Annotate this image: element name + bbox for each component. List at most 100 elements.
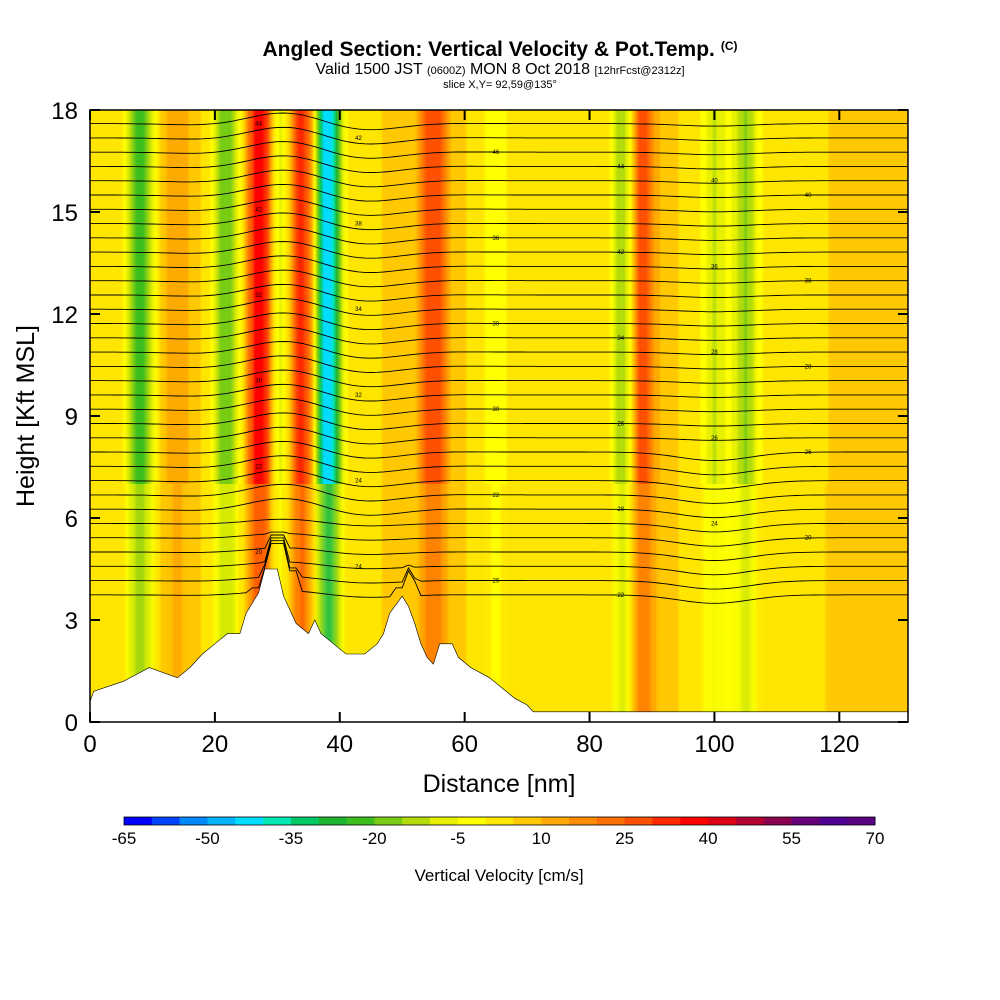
isentrope-line xyxy=(90,440,908,461)
y-tick-label: 3 xyxy=(65,608,78,635)
isentrope-label: 46 xyxy=(493,150,500,156)
y-tick-label: 12 xyxy=(51,302,78,329)
isentrope-label: 34 xyxy=(355,307,362,313)
isentrope-label: 28 xyxy=(711,350,718,356)
x-tick-label: 80 xyxy=(576,731,603,758)
isentrope-label: 26 xyxy=(493,579,500,585)
isentrope-line xyxy=(90,469,908,490)
colorbar-tick-label: 55 xyxy=(782,829,801,848)
colorbar-tick-label: 40 xyxy=(699,829,718,848)
isentrope-label: 38 xyxy=(805,279,812,285)
y-tick-label: 18 xyxy=(51,98,78,125)
isentrope-line xyxy=(90,518,908,533)
plot-area: 44 42 46 44 40 40 42 38 36 42 36 38 32 34 30 34 28 28 30 32… xyxy=(90,110,908,722)
colorbar-swatch xyxy=(151,817,181,825)
isentrope-line xyxy=(90,341,908,359)
colorbar-swatch xyxy=(290,817,320,825)
colorbar-swatch xyxy=(346,817,375,825)
colorbar-tick-label: -50 xyxy=(195,829,220,848)
isentrope-line xyxy=(90,383,908,402)
colorbar-swatch xyxy=(791,817,820,825)
isentrope-label: 42 xyxy=(355,136,362,142)
isentrope-label: 24 xyxy=(711,521,718,527)
colorbar-swatch xyxy=(429,817,459,825)
isentrope-label: 44 xyxy=(255,122,262,128)
isentrope-label: 24 xyxy=(355,564,362,570)
x-tick-label: 120 xyxy=(819,731,859,758)
colorbar-swatch xyxy=(596,817,626,825)
isentrope-line xyxy=(90,312,908,331)
isentrope-line xyxy=(90,355,908,373)
isentrope-line xyxy=(90,226,908,245)
isentrope-line xyxy=(90,534,908,561)
isentrope-line xyxy=(90,283,908,302)
colorbar-tick-label: 25 xyxy=(615,829,634,848)
colorbar-swatch xyxy=(541,817,570,825)
y-tick-label: 6 xyxy=(65,506,78,533)
colorbar-swatch xyxy=(263,817,292,825)
isentrope-label: 26 xyxy=(805,450,812,456)
isentrope-label: 40 xyxy=(711,179,718,185)
colorbar-swatch xyxy=(374,817,403,825)
x-tick-label: 20 xyxy=(202,731,229,758)
isentrope-line xyxy=(90,369,908,388)
isentrope-line xyxy=(90,255,908,273)
colorbar-frame xyxy=(123,816,876,826)
isentrope-label: 26 xyxy=(617,421,624,427)
colorbar-swatch xyxy=(485,817,514,825)
isentrope-line xyxy=(90,298,908,316)
colorbar-tick-label: -35 xyxy=(279,829,304,848)
isentrope-line xyxy=(90,326,908,345)
colorbar-swatch xyxy=(708,817,737,825)
isentrope-line xyxy=(90,537,908,576)
isentrope-label: 22 xyxy=(617,593,624,599)
terrain xyxy=(90,568,908,722)
isentrope-line xyxy=(90,426,908,445)
colorbar-label: Vertical Velocity [cm/s] xyxy=(414,866,583,885)
isentrope-label: 42 xyxy=(255,207,262,213)
isentrope-label: 44 xyxy=(617,164,624,170)
isentrope-line xyxy=(90,112,908,131)
colorbar-swatch xyxy=(680,817,709,825)
isentrope-label: 32 xyxy=(355,393,362,399)
isentrope-label: 40 xyxy=(805,193,812,199)
isentrope-line xyxy=(90,169,908,188)
x-tick-label: 100 xyxy=(694,731,734,758)
isentrope-label: 36 xyxy=(493,236,500,242)
x-tick-label: 60 xyxy=(451,731,478,758)
isentrope-line xyxy=(90,198,908,216)
colorbar-swatch xyxy=(735,817,765,825)
y-axis-label: Height [Kft MSL] xyxy=(12,325,40,507)
colorbar-swatch xyxy=(124,817,153,825)
isentrope-line xyxy=(90,412,908,431)
isentrope-line xyxy=(90,498,908,519)
colorbar-swatch xyxy=(318,817,348,825)
colorbar-tick-label: 10 xyxy=(532,829,551,848)
isentrope-line xyxy=(90,483,908,504)
colorbar-tick-label: -20 xyxy=(362,829,387,848)
isentrope-line xyxy=(90,241,908,259)
isentrope-label: 22 xyxy=(255,464,262,470)
colorbar: -65 -50 -35 -20 -5 10 25 40 55 70 xyxy=(112,816,885,848)
isentrope-line xyxy=(90,455,908,476)
isentrope-label: 28 xyxy=(805,364,812,370)
colorbar-swatch xyxy=(235,817,264,825)
colorbar-swatch xyxy=(819,817,848,825)
y-tick-label: 0 xyxy=(65,710,78,737)
x-tick-label: 0 xyxy=(83,731,96,758)
slice-info: slice X,Y= 92,59@135° xyxy=(443,79,557,91)
colorbar-swatch xyxy=(402,817,431,825)
x-tick-label: 40 xyxy=(326,731,353,758)
colorbar-tick-label: 70 xyxy=(866,829,885,848)
isentrope-label: 42 xyxy=(617,250,624,256)
isentrope-label: 20 xyxy=(805,536,812,542)
isentrope-label: 26 xyxy=(711,436,718,442)
isentrope-label: 20 xyxy=(255,550,262,556)
y-tick-label: 9 xyxy=(65,404,78,431)
chart-title: Angled Section: Vertical Velocity & Pot.… xyxy=(262,38,738,61)
isentrope-label: 30 xyxy=(493,407,500,413)
colorbar-swatch xyxy=(652,817,681,825)
isentrope-line xyxy=(90,141,908,159)
colorbar-swatch xyxy=(624,817,653,825)
